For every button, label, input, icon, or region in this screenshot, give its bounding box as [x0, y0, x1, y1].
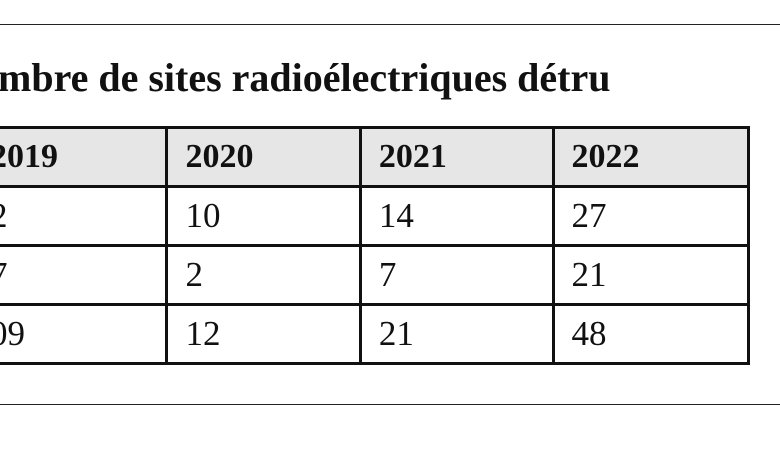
table-cell: 27	[551, 185, 750, 247]
table-cell: 14	[358, 185, 555, 247]
top-rule	[0, 24, 780, 25]
table-body: 21014277272109122148	[0, 185, 750, 365]
table-cell: 7	[358, 244, 555, 306]
bottom-rule	[0, 404, 780, 405]
header-cell: 2022	[551, 126, 750, 188]
table-row: 09122148	[0, 303, 750, 365]
table-cell: 21	[358, 303, 555, 365]
table-cell: 48	[551, 303, 750, 365]
table-cell: 2	[0, 185, 169, 247]
table-cell: 21	[551, 244, 750, 306]
table-cell: 12	[165, 303, 362, 365]
table-cell: 09	[0, 303, 169, 365]
table-title: mbre de sites radioélectriques détru	[0, 55, 611, 100]
data-table: 2019202020212022 21014277272109122148	[0, 126, 750, 365]
table-cell: 10	[165, 185, 362, 247]
table-cell: 7	[0, 244, 169, 306]
header-cell: 2021	[358, 126, 555, 188]
header-cell: 2020	[165, 126, 362, 188]
header-cell: 2019	[0, 126, 169, 188]
header-row: 2019202020212022	[0, 126, 750, 188]
table-cell: 2	[165, 244, 362, 306]
